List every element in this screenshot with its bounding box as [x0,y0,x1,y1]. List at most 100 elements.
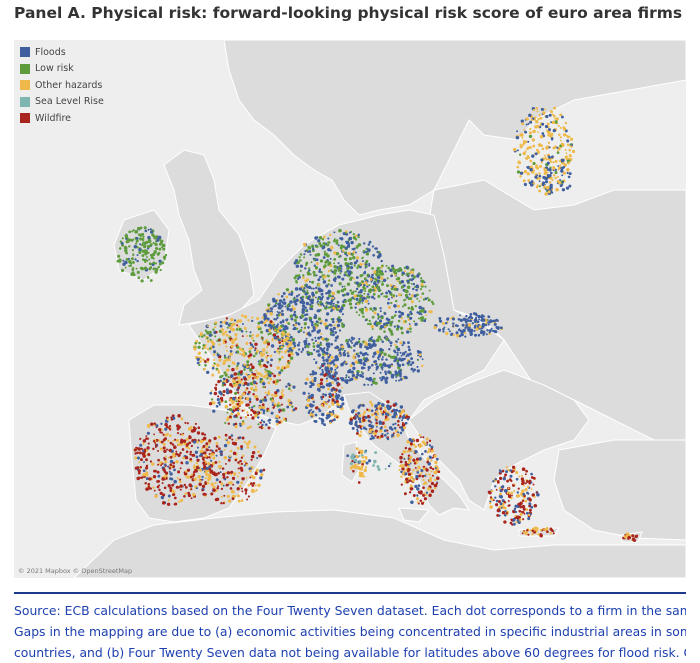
firm-dot [206,481,210,485]
firm-dot [526,511,529,515]
map-attribution[interactable]: © 2021 Mapbox © OpenStreetMap [18,567,133,575]
firm-dot [422,467,426,471]
firm-dot [552,161,555,164]
firm-dot [561,181,564,184]
firm-dot [379,271,383,275]
firm-dot [166,448,169,451]
firm-dot [356,373,360,377]
firm-dot [201,449,204,453]
firm-dot [368,262,371,265]
firm-dot [228,359,232,362]
firm-dot [206,331,210,335]
firm-dot [534,152,538,156]
firm-dot [337,320,340,323]
firm-dot [351,453,355,457]
firm-dot [365,248,368,250]
firm-dot [295,264,300,268]
firm-dot [337,382,341,386]
firm-dot [517,502,521,506]
firm-dot [373,307,376,310]
firm-dot [233,409,236,413]
firm-dot [214,335,217,338]
firm-dot [552,128,556,133]
firm-dot [210,389,213,392]
firm-dot [293,261,297,265]
firm-dot [366,295,370,299]
firm-dot [515,135,520,140]
firm-dot [355,246,359,249]
firm-dot [530,505,534,509]
firm-dot [232,483,235,486]
firm-dot [407,467,411,472]
firm-dot [386,437,390,441]
firm-dot [349,364,353,368]
firm-dot [559,164,562,167]
firm-dot [339,397,342,401]
firm-dot [369,278,373,281]
firm-dot [192,473,196,477]
firm-dot [370,424,374,429]
firm-dot [539,533,543,536]
firm-dot [430,459,433,462]
firm-dot [221,332,226,336]
firm-dot [240,378,243,381]
firm-dot [339,246,343,250]
firm-dot [476,320,480,324]
firm-dot [518,153,522,156]
firm-dot [253,384,256,386]
firm-dot [286,306,290,310]
firm-dot [337,316,341,319]
firm-dot [316,330,320,334]
firm-dot [142,249,146,254]
firm-dot [176,477,180,480]
firm-dot [524,499,528,503]
firm-dot [433,325,437,330]
firm-dot [568,154,572,158]
firm-dot [398,409,401,413]
firm-dot [530,472,533,476]
firm-dot [254,484,257,487]
firm-dot [517,487,520,490]
firm-dot [149,460,153,463]
firm-dot [298,341,301,344]
firm-dot [321,421,324,425]
firm-dot [319,259,324,263]
firm-dot [418,474,422,478]
firm-dot [530,476,534,479]
firm-dot [401,464,405,468]
firm-dot [526,485,530,489]
firm-dot [353,466,357,469]
firm-dot [153,424,156,427]
firm-dot [211,461,215,466]
firm-dot [331,270,334,274]
firm-dot [205,474,208,477]
firm-dot [350,240,354,245]
firm-dot [555,117,559,121]
firm-dot [239,422,242,425]
firm-dot [319,346,323,350]
firm-dot [286,308,289,312]
firm-dot [167,456,170,459]
firm-dot [389,413,392,416]
firm-dot [229,455,232,458]
firm-dot [420,296,423,299]
firm-dot [308,316,311,319]
firm-dot [261,381,266,386]
firm-dot [299,264,304,268]
firm-dot [340,270,343,273]
firm-dot [280,403,283,406]
firm-dot [379,377,382,379]
firm-dot [464,321,468,324]
firm-dot [180,462,184,465]
firm-dot [176,427,180,431]
map[interactable]: Floods Low risk Other hazards Sea Level … [14,40,686,578]
firm-dot [360,474,364,478]
firm-dot [362,361,365,365]
firm-dot [214,472,218,477]
firm-dot [374,381,378,385]
firm-dot [397,338,400,341]
firm-dot [305,337,308,340]
firm-dot [241,477,245,481]
firm-dot [226,418,230,422]
firm-dot [313,273,317,277]
